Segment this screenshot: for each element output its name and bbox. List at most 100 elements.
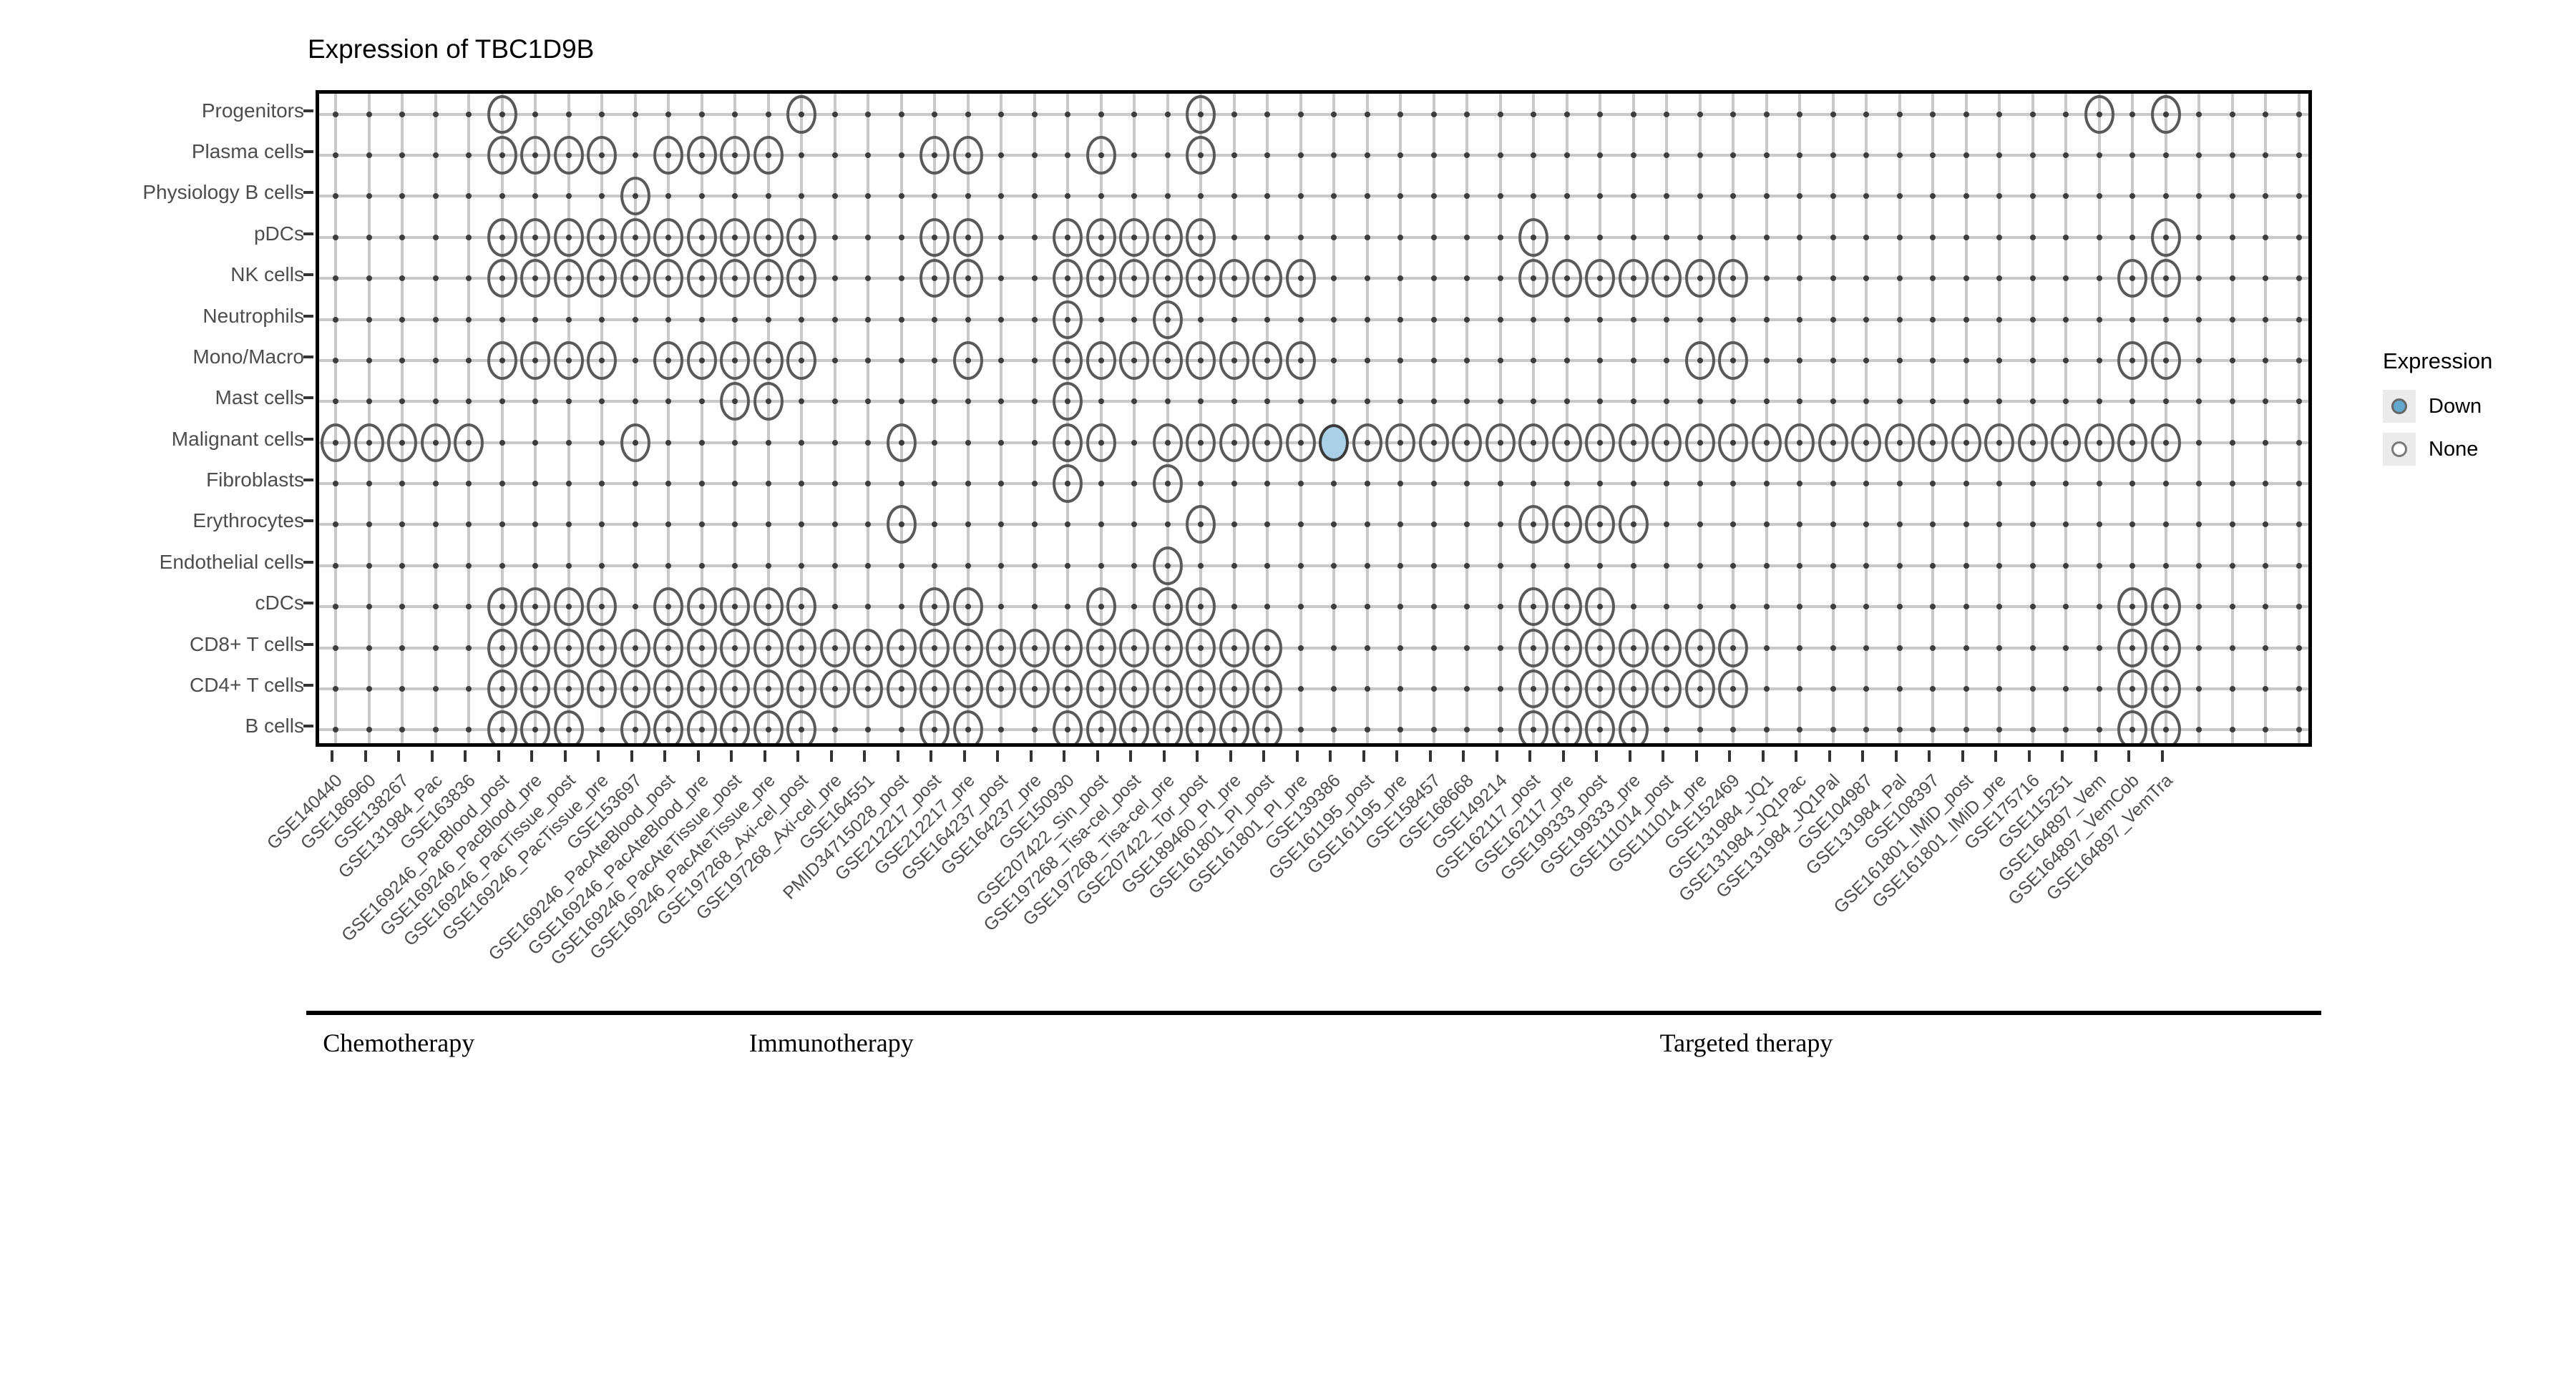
data-point-none[interactable] xyxy=(720,259,751,298)
data-point-none[interactable] xyxy=(1618,505,1649,544)
data-point-none[interactable] xyxy=(1618,628,1649,667)
data-point-none[interactable] xyxy=(587,669,618,708)
data-point-none[interactable] xyxy=(1551,669,1582,708)
data-point-none[interactable] xyxy=(1053,382,1083,421)
data-point-none[interactable] xyxy=(487,259,517,298)
data-point-none[interactable] xyxy=(2117,587,2148,627)
data-point-none[interactable] xyxy=(1252,628,1283,667)
data-point-none[interactable] xyxy=(886,628,917,667)
legend-item[interactable]: None xyxy=(2383,433,2492,466)
data-point-none[interactable] xyxy=(2150,587,2181,627)
data-point-none[interactable] xyxy=(587,587,618,627)
data-point-none[interactable] xyxy=(853,669,884,708)
data-point-none[interactable] xyxy=(786,259,817,298)
data-point-none[interactable] xyxy=(1518,587,1549,627)
data-point-none[interactable] xyxy=(2117,259,2148,298)
data-point-none[interactable] xyxy=(720,340,751,380)
data-point-none[interactable] xyxy=(952,217,983,257)
data-point-none[interactable] xyxy=(1618,259,1649,298)
data-point-none[interactable] xyxy=(1085,669,1116,708)
data-point-none[interactable] xyxy=(1984,423,2015,462)
data-point-none[interactable] xyxy=(1618,423,1649,462)
data-point-none[interactable] xyxy=(1252,710,1283,743)
data-point-none[interactable] xyxy=(520,669,551,708)
data-point-none[interactable] xyxy=(1518,628,1549,667)
data-point-none[interactable] xyxy=(1119,628,1150,667)
data-point-none[interactable] xyxy=(1585,710,1616,743)
data-point-none[interactable] xyxy=(1186,136,1216,175)
data-point-none[interactable] xyxy=(1085,259,1116,298)
data-point-none[interactable] xyxy=(986,669,1017,708)
data-point-none[interactable] xyxy=(1352,423,1382,462)
data-point-none[interactable] xyxy=(487,136,517,175)
data-point-none[interactable] xyxy=(1884,423,1915,462)
data-point-none[interactable] xyxy=(620,259,650,298)
data-point-none[interactable] xyxy=(1585,505,1616,544)
data-point-none[interactable] xyxy=(952,628,983,667)
data-point-none[interactable] xyxy=(720,217,751,257)
data-point-none[interactable] xyxy=(720,669,751,708)
data-point-none[interactable] xyxy=(487,217,517,257)
data-point-none[interactable] xyxy=(2150,340,2181,380)
data-point-none[interactable] xyxy=(487,587,517,627)
data-point-none[interactable] xyxy=(1053,628,1083,667)
data-point-none[interactable] xyxy=(886,669,917,708)
data-point-none[interactable] xyxy=(952,669,983,708)
data-point-none[interactable] xyxy=(753,587,784,627)
data-point-none[interactable] xyxy=(1551,628,1582,667)
data-point-none[interactable] xyxy=(1152,340,1183,380)
data-point-none[interactable] xyxy=(1585,423,1616,462)
data-point-none[interactable] xyxy=(553,587,584,627)
data-point-none[interactable] xyxy=(520,340,551,380)
data-point-none[interactable] xyxy=(1085,217,1116,257)
data-point-none[interactable] xyxy=(1385,423,1416,462)
data-point-none[interactable] xyxy=(753,217,784,257)
data-point-none[interactable] xyxy=(2084,423,2114,462)
data-point-none[interactable] xyxy=(720,628,751,667)
data-point-none[interactable] xyxy=(520,259,551,298)
data-point-none[interactable] xyxy=(1718,340,1749,380)
data-point-none[interactable] xyxy=(1186,710,1216,743)
data-point-none[interactable] xyxy=(1618,669,1649,708)
data-point-none[interactable] xyxy=(1551,423,1582,462)
data-point-none[interactable] xyxy=(1718,669,1749,708)
data-point-none[interactable] xyxy=(1684,669,1715,708)
data-point-none[interactable] xyxy=(986,628,1017,667)
data-point-none[interactable] xyxy=(1551,587,1582,627)
data-point-none[interactable] xyxy=(1152,669,1183,708)
data-point-none[interactable] xyxy=(1186,423,1216,462)
data-point-none[interactable] xyxy=(553,340,584,380)
data-point-none[interactable] xyxy=(1085,423,1116,462)
data-point-none[interactable] xyxy=(786,710,817,743)
data-point-none[interactable] xyxy=(720,587,751,627)
data-point-none[interactable] xyxy=(454,423,484,462)
data-point-none[interactable] xyxy=(1551,710,1582,743)
data-point-none[interactable] xyxy=(520,136,551,175)
data-point-none[interactable] xyxy=(753,669,784,708)
data-point-none[interactable] xyxy=(1518,669,1549,708)
data-point-none[interactable] xyxy=(786,340,817,380)
data-point-none[interactable] xyxy=(587,136,618,175)
data-point-none[interactable] xyxy=(1684,628,1715,667)
data-point-none[interactable] xyxy=(1019,628,1050,667)
data-point-none[interactable] xyxy=(786,94,817,134)
data-point-none[interactable] xyxy=(1219,628,1249,667)
data-point-none[interactable] xyxy=(1285,340,1316,380)
data-point-none[interactable] xyxy=(1252,340,1283,380)
data-point-none[interactable] xyxy=(2150,710,2181,743)
data-point-none[interactable] xyxy=(653,340,684,380)
data-point-none[interactable] xyxy=(786,587,817,627)
data-point-none[interactable] xyxy=(1518,710,1549,743)
data-point-none[interactable] xyxy=(520,710,551,743)
data-point-none[interactable] xyxy=(886,505,917,544)
data-point-none[interactable] xyxy=(1186,340,1216,380)
data-point-none[interactable] xyxy=(553,628,584,667)
data-point-none[interactable] xyxy=(2084,94,2114,134)
data-point-none[interactable] xyxy=(620,710,650,743)
data-point-none[interactable] xyxy=(1219,259,1249,298)
data-point-none[interactable] xyxy=(919,669,950,708)
data-point-none[interactable] xyxy=(520,587,551,627)
data-point-none[interactable] xyxy=(1918,423,1948,462)
legend-item[interactable]: Down xyxy=(2383,390,2492,423)
data-point-none[interactable] xyxy=(1518,217,1549,257)
